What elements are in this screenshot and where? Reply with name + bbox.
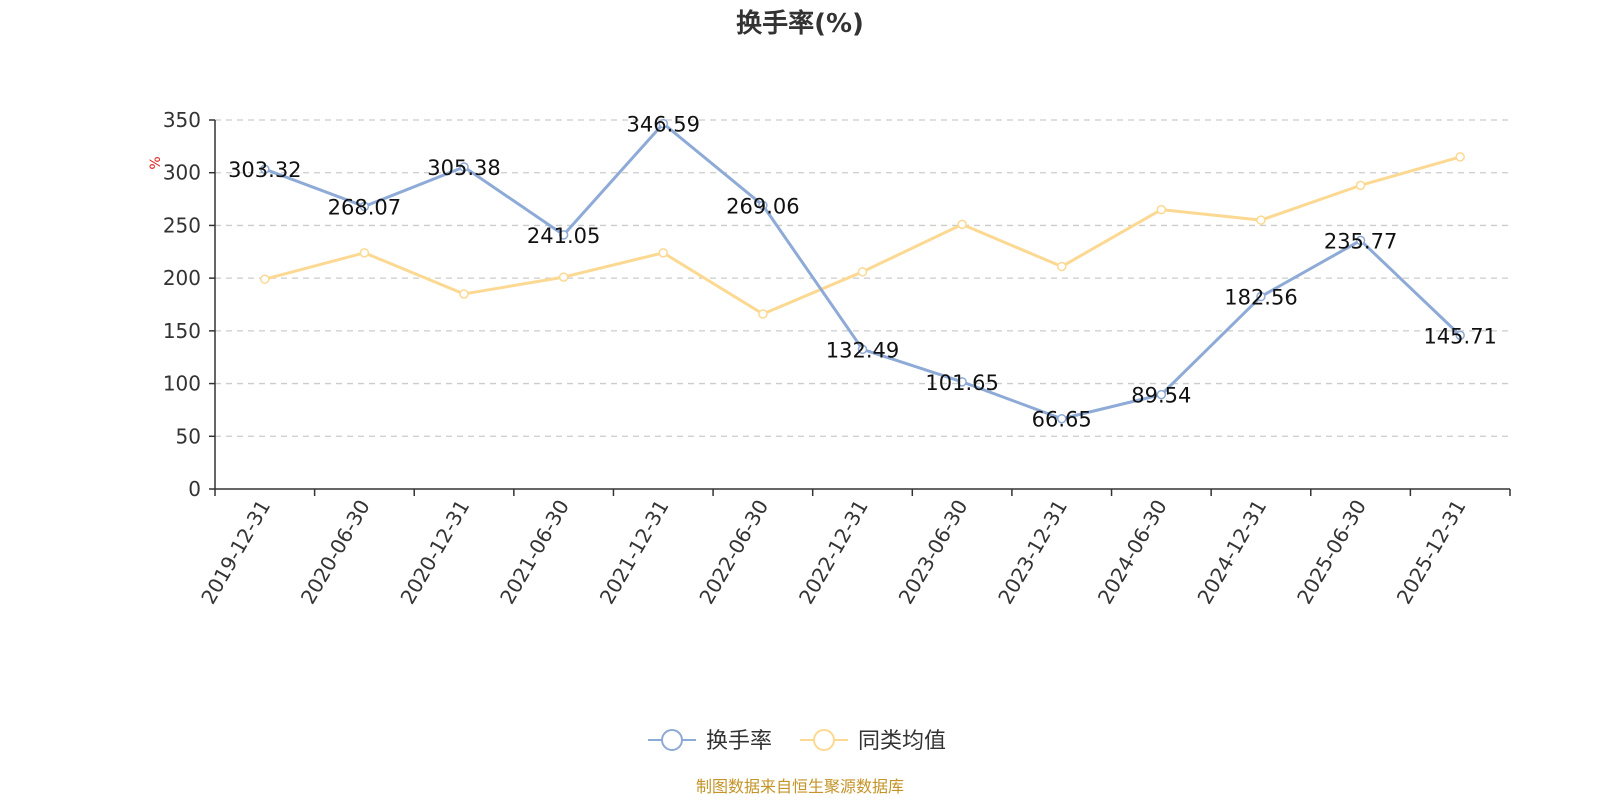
data-point xyxy=(1156,204,1167,215)
x-tick-label: 2023-06-30 xyxy=(894,496,973,609)
data-point xyxy=(558,272,569,282)
data-label: 101.65 xyxy=(925,371,998,395)
x-tick-label: 2024-12-31 xyxy=(1192,496,1271,609)
data-point xyxy=(1156,389,1167,400)
legend-label: 换手率 xyxy=(706,729,772,754)
y-tick-label: 100 xyxy=(163,372,201,396)
legend-marker xyxy=(813,729,835,751)
data-label: 145.71 xyxy=(1423,324,1496,348)
data-point xyxy=(260,274,270,284)
y-tick-label: 250 xyxy=(163,213,201,237)
data-point xyxy=(857,344,868,355)
data-point xyxy=(1355,235,1366,246)
legend-label: 同类均值 xyxy=(858,729,946,754)
data-label: 66.65 xyxy=(1032,408,1092,432)
series-lines xyxy=(260,118,1465,424)
data-label: 269.06 xyxy=(726,194,799,218)
data-point xyxy=(1056,261,1067,272)
data-label: 182.56 xyxy=(1224,286,1297,310)
data-label: 89.54 xyxy=(1131,384,1191,408)
data-point xyxy=(857,267,868,277)
data-point xyxy=(658,248,669,258)
data-labels: 303.32 268.07 305.38 241.05 346.59 269.06 132.… xyxy=(228,113,1497,432)
y-tick-label: 150 xyxy=(163,319,201,343)
data-point xyxy=(359,201,370,212)
x-tick-label: 2024-06-30 xyxy=(1093,496,1172,609)
data-label: 346.59 xyxy=(627,113,700,137)
data-label: 241.05 xyxy=(527,224,600,248)
y-tick-label: 50 xyxy=(176,424,201,448)
y-tick-label: 350 xyxy=(163,108,201,132)
data-point xyxy=(1056,413,1067,424)
x-tick-label: 2022-12-31 xyxy=(794,496,873,609)
x-tick-label: 2020-06-30 xyxy=(296,496,375,609)
data-label: 132.49 xyxy=(826,338,899,362)
data-point xyxy=(758,309,768,319)
x-tick-label: 2019-12-31 xyxy=(196,496,275,609)
data-point xyxy=(1355,180,1366,191)
data-point xyxy=(758,200,768,211)
data-point xyxy=(1256,291,1266,302)
x-tick-label: 2021-06-30 xyxy=(495,496,574,609)
data-point xyxy=(957,377,967,387)
x-tick-label: 2025-06-30 xyxy=(1292,496,1371,609)
x-axis-ticks: 2019-12-31 2020-06-30 2020-12-31 2021-06-30… xyxy=(196,489,1511,609)
legend-item-1[interactable]: 同类均值 xyxy=(800,729,946,754)
data-point xyxy=(260,164,270,174)
x-tick-label: 2025-12-31 xyxy=(1392,496,1471,609)
data-point xyxy=(558,230,569,240)
y-tick-label: 200 xyxy=(163,266,201,290)
y-axis-unit-label: % xyxy=(148,156,164,169)
data-point xyxy=(1256,215,1266,225)
data-point xyxy=(658,118,669,129)
grid-lines xyxy=(215,119,1510,437)
data-point xyxy=(1455,152,1465,162)
data-point xyxy=(1455,330,1465,341)
legend-marker xyxy=(661,729,683,751)
data-point xyxy=(459,162,469,172)
y-tick-label: 300 xyxy=(163,161,201,185)
legend: 换手率 同类均值 xyxy=(648,729,946,754)
x-tick-label: 2023-12-31 xyxy=(993,496,1072,609)
legend-item-0[interactable]: 换手率 xyxy=(648,729,772,754)
data-point xyxy=(459,289,469,299)
data-point xyxy=(359,248,370,258)
data-point xyxy=(957,219,967,230)
data-label: 268.07 xyxy=(328,195,401,219)
chart-title: 换手率(%) xyxy=(736,8,864,39)
y-tick-label: 0 xyxy=(188,477,201,501)
x-tick-label: 2021-12-31 xyxy=(595,496,674,609)
source-note: 制图数据来自恒生聚源数据库 xyxy=(696,777,904,796)
axes xyxy=(214,120,1510,490)
data-label: 305.38 xyxy=(427,156,500,180)
y-axis-ticks: 0 50 100 150 200 250 300 350 xyxy=(163,108,215,501)
data-label: 235.77 xyxy=(1324,229,1397,253)
data-label: 303.32 xyxy=(228,158,301,182)
x-tick-label: 2020-12-31 xyxy=(395,496,474,609)
x-tick-label: 2022-06-30 xyxy=(694,496,773,609)
